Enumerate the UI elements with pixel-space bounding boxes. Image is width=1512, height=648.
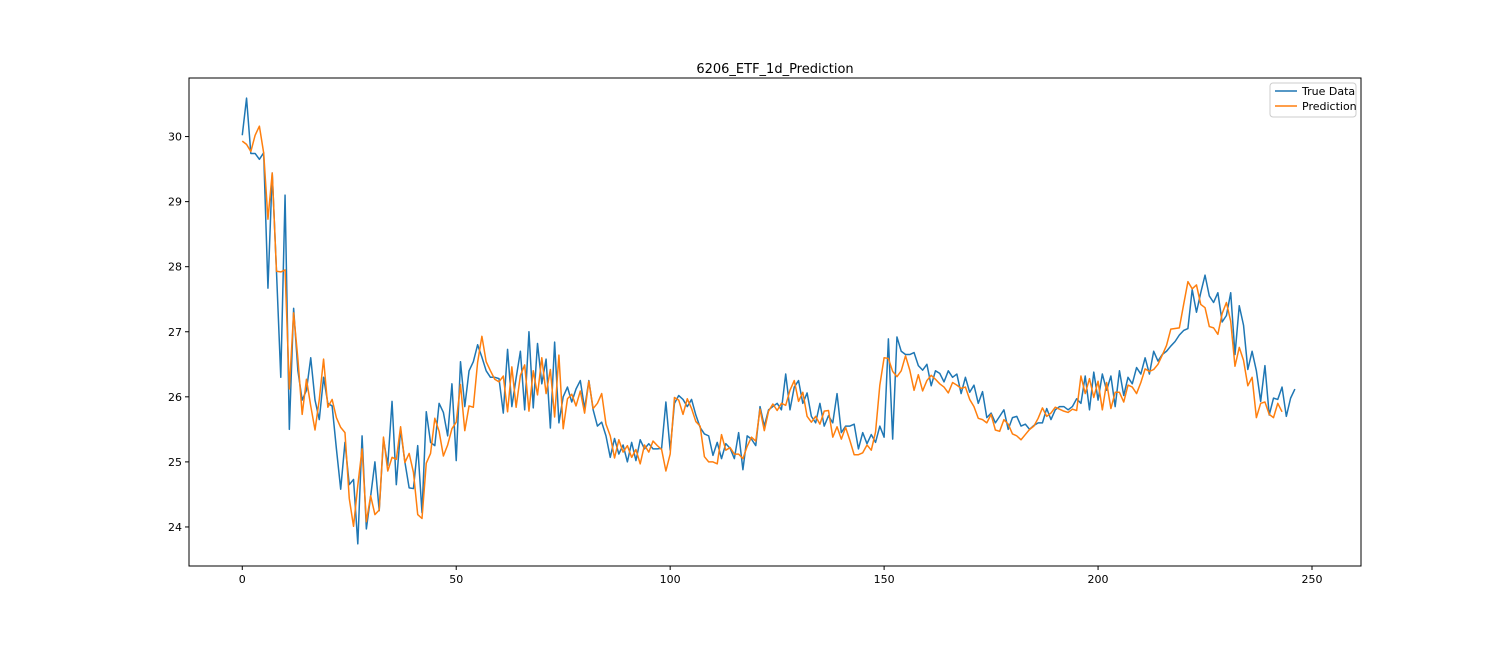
- axes-frame: [188, 77, 1362, 567]
- y-tick-label: 28: [168, 261, 182, 274]
- y-tick-label: 30: [168, 131, 182, 144]
- y-axis: 24 25 26 27 28 29 30: [168, 131, 189, 534]
- chart-title: 6206_ETF_1d_Prediction: [696, 62, 853, 77]
- y-tick-label: 27: [168, 326, 182, 339]
- y-tick-label: 25: [168, 456, 182, 469]
- plot-area: [241, 97, 1296, 545]
- x-tick-label: 100: [660, 573, 681, 586]
- legend-label-prediction: Prediction: [1302, 100, 1357, 113]
- y-tick-label: 26: [168, 391, 182, 404]
- legend-label-true-data: True Data: [1301, 85, 1355, 98]
- y-tick-label: 24: [168, 521, 182, 534]
- x-axis: 0 50 100 150 200 250: [239, 566, 1323, 586]
- x-tick-label: 150: [874, 573, 895, 586]
- series-line-prediction: [241, 125, 1283, 528]
- y-tick-label: 29: [168, 196, 182, 209]
- x-tick-label: 200: [1088, 573, 1109, 586]
- legend: True Data Prediction: [1269, 82, 1357, 118]
- x-tick-label: 250: [1302, 573, 1323, 586]
- x-tick-label: 0: [239, 573, 246, 586]
- x-tick-label: 50: [449, 573, 463, 586]
